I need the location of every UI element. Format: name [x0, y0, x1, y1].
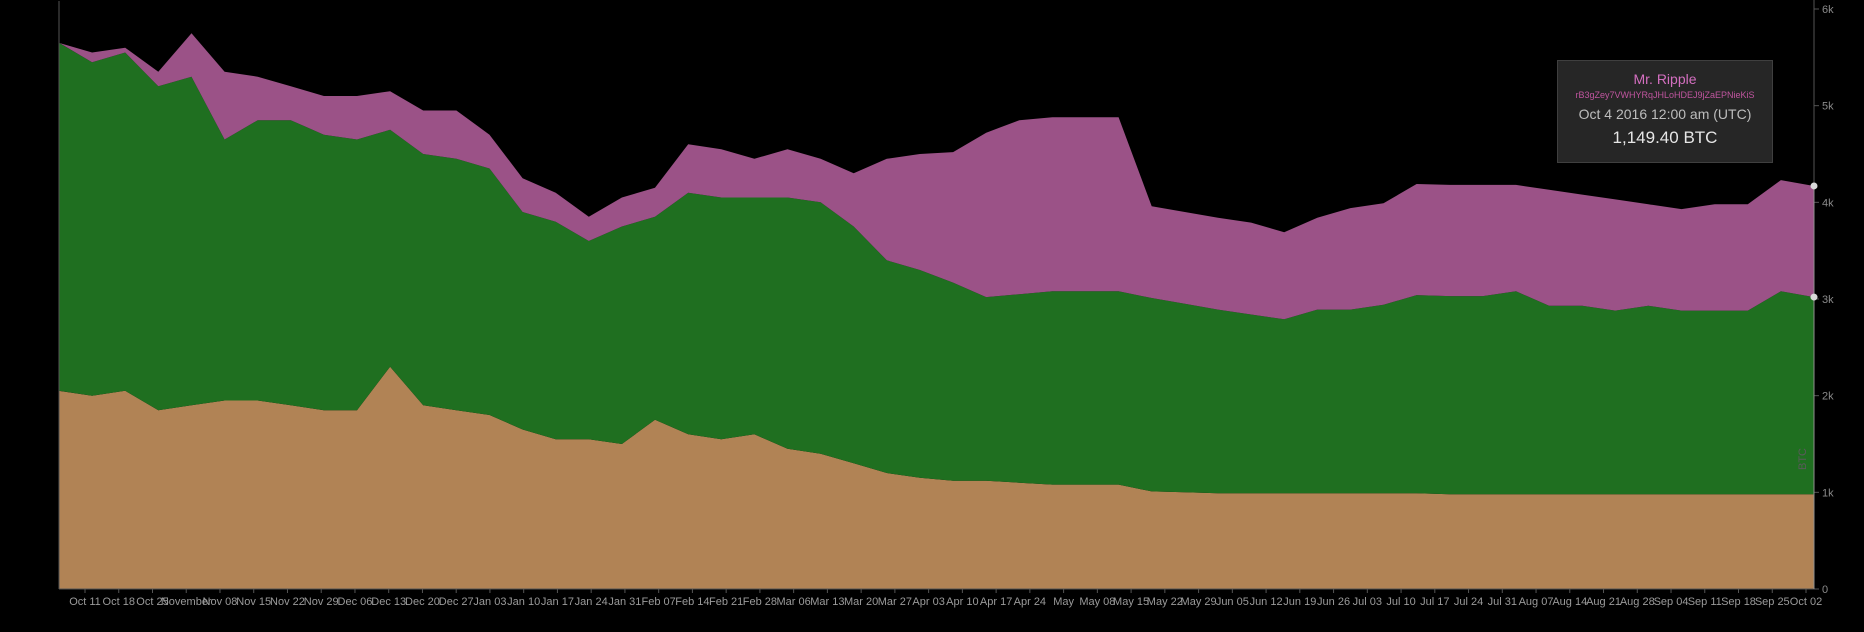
x-tick-label: November — [161, 596, 212, 608]
tooltip-name: Mr. Ripple — [1633, 71, 1697, 87]
x-tick-label: Jul 10 — [1386, 596, 1415, 608]
y-axis-label: BTC — [1797, 448, 1809, 470]
y-tick-label: 5k — [1822, 101, 1834, 113]
y-tick-label: 0 — [1822, 584, 1828, 596]
y-tick-label: 3k — [1822, 294, 1834, 306]
x-tick-label: Sep 18 — [1721, 596, 1756, 608]
x-tick-label: Mar 20 — [844, 596, 878, 608]
x-tick-label: Jun 26 — [1317, 596, 1350, 608]
x-tick-label: Apr 03 — [912, 596, 944, 608]
x-tick-label: Feb 07 — [642, 596, 676, 608]
x-tick-label: Nov 15 — [236, 596, 271, 608]
area-series-bottom — [59, 366, 1814, 589]
x-tick-label: Dec 20 — [405, 596, 440, 608]
tooltip: Mr. Ripple rB3gZey7VWHYRqJHLoHDEJ9jZaEPN… — [1557, 60, 1773, 163]
x-tick-label: Nov 08 — [203, 596, 238, 608]
x-tick-label: Dec 06 — [338, 596, 373, 608]
x-tick-label: Nov 22 — [270, 596, 305, 608]
hover-point — [1810, 182, 1818, 190]
x-tick-label: Mar 13 — [810, 596, 844, 608]
x-tick-label: Apr 17 — [980, 596, 1012, 608]
x-tick-label: Mar 27 — [878, 596, 912, 608]
x-tick-label: Sep 11 — [1688, 596, 1722, 608]
x-tick-label: Oct 25 — [136, 596, 168, 608]
x-tick-label: Nov 29 — [304, 596, 339, 608]
y-tick-label: 2k — [1822, 391, 1834, 403]
area-series-middle — [59, 42, 1814, 495]
x-tick-label: Feb 14 — [675, 596, 709, 608]
x-tick-label: Jul 24 — [1454, 596, 1483, 608]
x-tick-label: Jul 03 — [1353, 596, 1382, 608]
x-tick-label: Jul 31 — [1488, 596, 1517, 608]
x-tick-label: Jan 17 — [541, 596, 574, 608]
x-tick-label: Dec 13 — [371, 596, 406, 608]
tooltip-value: 1,149.40 BTC — [1612, 128, 1718, 147]
x-tick-label: Apr 24 — [1014, 596, 1046, 608]
x-tick-label: Jan 10 — [507, 596, 540, 608]
area-series-top — [59, 33, 1814, 320]
x-tick-label: Jun 19 — [1283, 596, 1316, 608]
x-tick-label: Oct 02 — [1790, 596, 1822, 608]
x-tick-label: Feb 21 — [709, 596, 743, 608]
x-tick-label: Sep 25 — [1755, 596, 1790, 608]
x-tick-label: Oct 18 — [103, 596, 135, 608]
series-areas — [59, 33, 1814, 589]
x-tick-label: Dec 27 — [439, 596, 474, 608]
tooltip-address: rB3gZey7VWHYRqJHLoHDEJ9jZaEPNieKiS — [1575, 90, 1755, 100]
x-tick-label: Jan 03 — [473, 596, 506, 608]
hover-markers — [1810, 182, 1818, 589]
x-tick-label: Jan 31 — [608, 596, 641, 608]
x-tick-label: Aug 07 — [1519, 596, 1554, 608]
x-tick-label: Mar 06 — [777, 596, 811, 608]
x-tick-label: Jun 12 — [1250, 596, 1283, 608]
hover-point — [1810, 293, 1818, 301]
x-tick-label: May 22 — [1147, 596, 1183, 608]
x-tick-label: Oct 11 — [69, 596, 101, 608]
y-tick-label: 4k — [1822, 197, 1834, 209]
x-tick-label: Jul 17 — [1420, 596, 1449, 608]
x-tick-label: Feb 28 — [743, 596, 777, 608]
x-tick-label: Jun 05 — [1216, 596, 1249, 608]
x-tick-label: May 29 — [1181, 596, 1217, 608]
tooltip-date: Oct 4 2016 12:00 am (UTC) — [1578, 106, 1752, 122]
x-tick-label: Sep 04 — [1654, 596, 1689, 608]
y-tick-label: 6k — [1822, 4, 1834, 16]
y-tick-labels: 0 1k 2k 3k 4k 5k 6k — [1814, 4, 1834, 596]
x-tick-label: May — [1053, 596, 1074, 608]
x-tick-label: Jan 24 — [575, 596, 608, 608]
x-tick-label: Aug 21 — [1586, 596, 1621, 608]
x-tick-label: Apr 10 — [946, 596, 978, 608]
y-tick-label: 1k — [1822, 487, 1834, 499]
x-tick-label: May 08 — [1079, 596, 1115, 608]
x-tick-label: May 15 — [1113, 596, 1149, 608]
x-tick-label: Aug 28 — [1620, 596, 1655, 608]
x-tick-label: Aug 14 — [1552, 596, 1587, 608]
